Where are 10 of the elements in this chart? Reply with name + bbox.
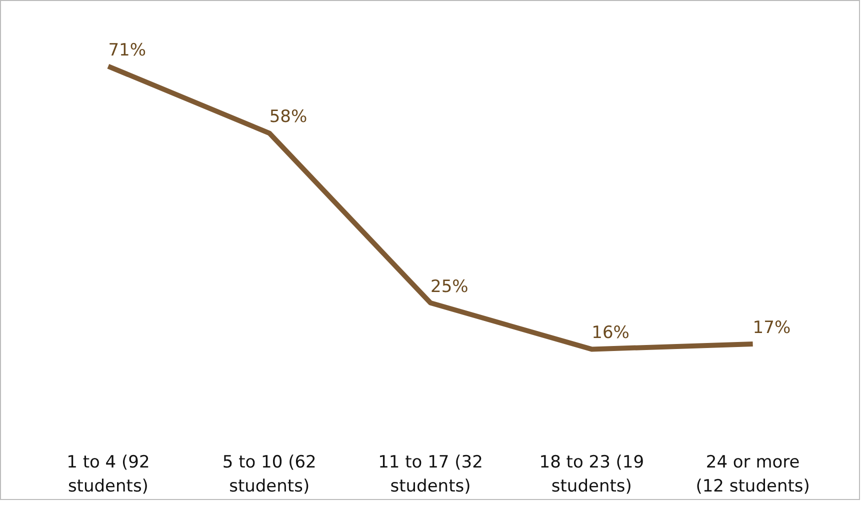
x-tick-label: 11 to 17 (32 students): [378, 452, 483, 496]
data-label: 58%: [269, 107, 308, 128]
data-label: 25%: [430, 276, 468, 297]
data-label: 17%: [752, 318, 791, 338]
data-label: 16%: [592, 323, 630, 344]
data-label: 71%: [108, 40, 146, 60]
x-tick-label: 24 or more (12 students): [696, 452, 810, 496]
x-tick-label: 18 to 23 (19 students): [539, 452, 644, 496]
x-tick-label: 5 to 10 (62 students): [222, 452, 316, 496]
x-tick-label: 1 to 4 (92 students): [66, 452, 150, 496]
